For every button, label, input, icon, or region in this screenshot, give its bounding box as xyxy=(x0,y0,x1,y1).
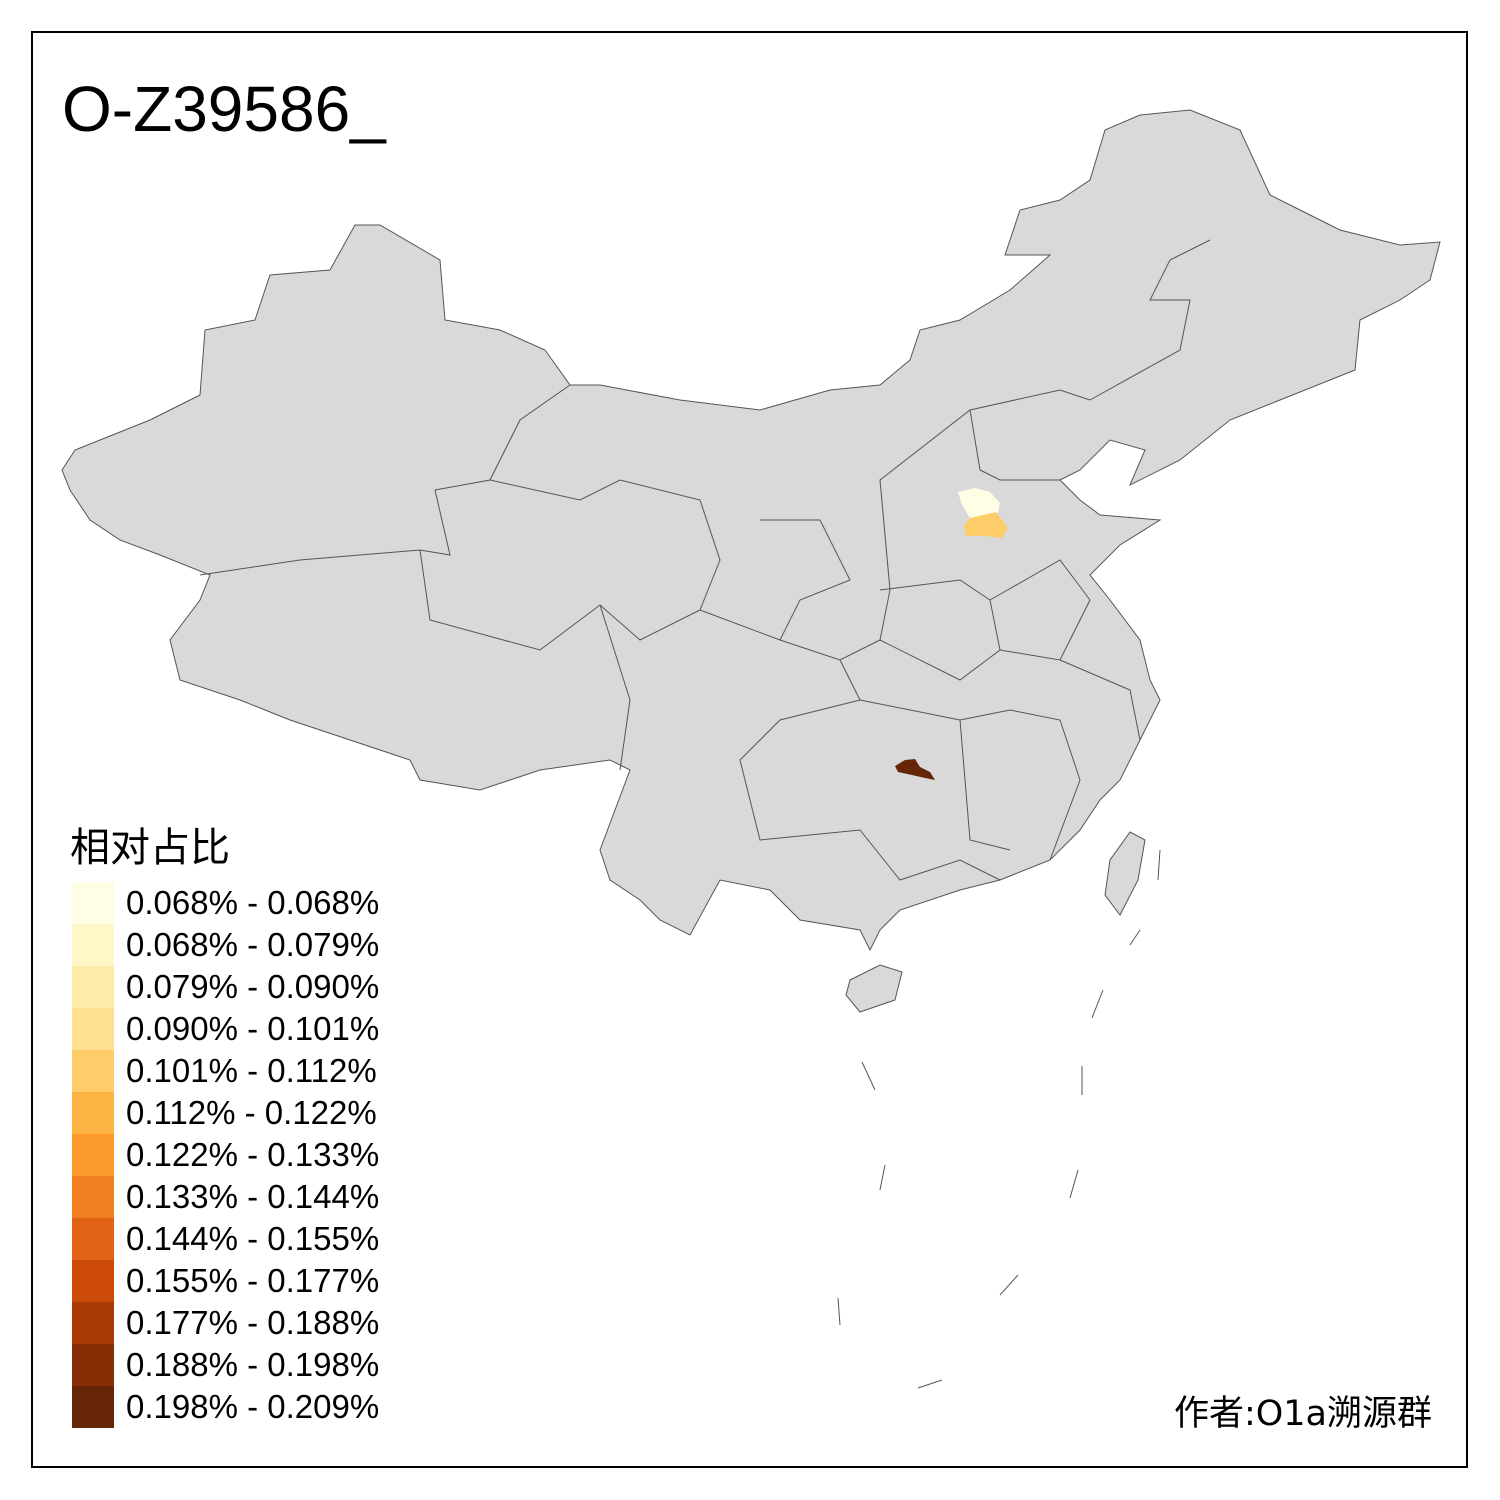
author-credit: 作者:O1a溯源群 xyxy=(1173,1394,1432,1434)
highlight-north-region-a xyxy=(958,488,1000,518)
legend-label: 0.090% - 0.101% xyxy=(126,1010,380,1047)
legend-label: 0.177% - 0.188% xyxy=(126,1304,380,1341)
legend-label: 0.101% - 0.112% xyxy=(126,1052,377,1089)
legend-label: 0.155% - 0.177% xyxy=(126,1262,380,1299)
legend-swatch xyxy=(72,1386,114,1428)
legend-label: 0.112% - 0.122% xyxy=(126,1094,377,1131)
taiwan-island xyxy=(1104,831,1146,916)
legend-item: 0.079% - 0.090% xyxy=(72,966,379,1008)
legend-swatch xyxy=(72,1176,114,1218)
legend-item: 0.133% - 0.144% xyxy=(72,1176,379,1218)
legend-item: 0.101% - 0.112% xyxy=(72,1050,379,1092)
legend-title: 相对占比 xyxy=(70,825,230,871)
legend-item: 0.068% - 0.079% xyxy=(72,924,379,966)
legend-label: 0.144% - 0.155% xyxy=(126,1220,380,1257)
legend-swatch xyxy=(72,1092,114,1134)
legend-item: 0.068% - 0.068% xyxy=(72,882,379,924)
legend-swatch xyxy=(72,1008,114,1050)
legend-swatch xyxy=(72,1050,114,1092)
legend-item: 0.144% - 0.155% xyxy=(72,1218,379,1260)
highlight-central-region xyxy=(895,759,935,780)
legend-swatch xyxy=(72,1260,114,1302)
legend-item: 0.090% - 0.101% xyxy=(72,1008,379,1050)
province-borders xyxy=(199,239,1211,881)
legend-label: 0.133% - 0.144% xyxy=(126,1178,380,1215)
legend-label: 0.068% - 0.068% xyxy=(126,884,380,921)
hainan-island xyxy=(845,964,903,1013)
legend-swatch xyxy=(72,1218,114,1260)
legend-item: 0.177% - 0.188% xyxy=(72,1302,379,1344)
south-sea-islands xyxy=(837,849,1161,1389)
highlight-north-region-b xyxy=(964,512,1008,538)
legend-item: 0.188% - 0.198% xyxy=(72,1344,379,1386)
legend-swatch xyxy=(72,1134,114,1176)
legend-swatch xyxy=(72,882,114,924)
map-title: O-Z39586_ xyxy=(62,73,386,145)
china-mainland xyxy=(61,109,1441,952)
legend-label: 0.198% - 0.209% xyxy=(126,1388,380,1425)
legend-swatch xyxy=(72,966,114,1008)
legend-label: 0.188% - 0.198% xyxy=(126,1346,380,1383)
legend-swatch xyxy=(72,924,114,966)
legend-item: 0.155% - 0.177% xyxy=(72,1260,379,1302)
legend-item: 0.112% - 0.122% xyxy=(72,1092,379,1134)
legend-label: 0.122% - 0.133% xyxy=(126,1136,380,1173)
legend-swatch xyxy=(72,1344,114,1386)
legend-swatch xyxy=(72,1302,114,1344)
legend-label: 0.068% - 0.079% xyxy=(126,926,380,963)
plot-frame xyxy=(31,31,1468,1468)
legend-item: 0.198% - 0.209% xyxy=(72,1386,379,1428)
legend-item: 0.122% - 0.133% xyxy=(72,1134,379,1176)
legend: 0.068% - 0.068% 0.068% - 0.079% 0.079% - 0… xyxy=(72,882,379,1428)
legend-label: 0.079% - 0.090% xyxy=(126,968,380,1005)
